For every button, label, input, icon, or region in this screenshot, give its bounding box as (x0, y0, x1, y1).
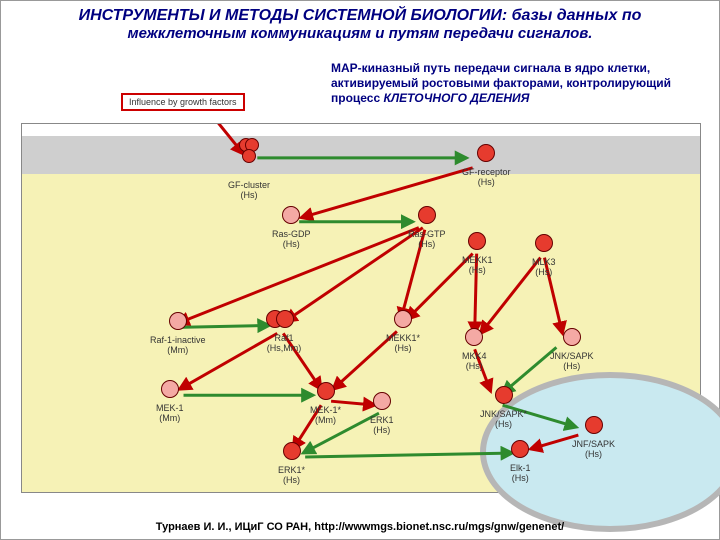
node-raf1_inact: Raf-1-inactive(Mm) (150, 312, 206, 356)
arrow-gfreceptor-rasgdp (301, 168, 472, 218)
node-erk1_p: ERK1(Hs) (370, 392, 394, 436)
title-line-2: межклеточным коммуникациям и путям перед… (15, 25, 705, 42)
node-jnksapk_n: JNF/SAPK(Hs) (572, 416, 615, 460)
legend-box: Influence by growth factors (121, 93, 245, 111)
page-title: ИНСТРУМЕНТЫ И МЕТОДЫ СИСТЕМНОЙ БИОЛОГИИ:… (1, 7, 719, 42)
node-elk1: Elk-1(Hs) (510, 440, 531, 484)
node-mek1_inact: MEK-1(Mm) (156, 380, 184, 424)
node-jnksapk_a: JNK/SAPK*(Hs) (480, 386, 527, 430)
node-mek1: MEK-1*(Mm) (310, 382, 341, 426)
pathway-diagram: GF-cluster(Hs) GF-receptor(Hs) Ras-GDP(Hs)… (21, 123, 701, 493)
node-gfcluster: GF-cluster(Hs) (228, 142, 270, 201)
node-gfreceptor: GF-receptor(Hs) (462, 144, 511, 188)
footer-citation: Турнаев И. И., ИЦиГ СО РАН, http://wwwmg… (1, 521, 719, 533)
node-mlk3: MLK3(Hs) (532, 234, 556, 278)
node-jnksapk_p: JNK/SAPK(Hs) (550, 328, 594, 372)
node-erk1a: ERK1*(Hs) (278, 442, 305, 486)
arrow-erk1a-elk1 (305, 453, 512, 457)
node-mekk1: MEKK1(Hs) (462, 232, 493, 276)
title-line-1: ИНСТРУМЕНТЫ И МЕТОДЫ СИСТЕМНОЙ БИОЛОГИИ:… (15, 7, 705, 25)
node-mekk1a: MEKK1*(Hs) (386, 310, 420, 354)
node-raf1: Raf1(Hs,Mm) (266, 310, 302, 354)
legend-text: Influence by growth factors (129, 97, 237, 107)
node-rasgdp: Ras-GDP(Hs) (272, 206, 311, 250)
node-mkk4: MKK4(Hs) (462, 328, 487, 372)
node-rasgtp: Ras-GTP(Hs) (408, 206, 446, 250)
subtitle-emphasis: КЛЕТОЧНОГО ДЕЛЕНИЯ (383, 91, 529, 105)
subtitle: MAP-киназный путь передачи сигнала в ядр… (331, 61, 703, 106)
